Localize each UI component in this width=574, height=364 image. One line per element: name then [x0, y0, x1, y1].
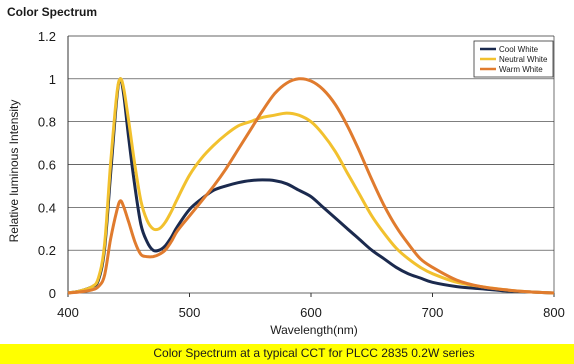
legend-label-cool-white: Cool White — [499, 45, 539, 54]
y-tick-label-3: 0.6 — [38, 158, 56, 173]
series-line-warm-white — [67, 77, 555, 295]
legend-label-neutral-white: Neutral White — [499, 55, 548, 64]
x-tick-label-1: 500 — [179, 305, 201, 320]
series-line-cool-white — [67, 77, 555, 295]
series-lines — [67, 77, 555, 295]
y-tick-label-4: 0.8 — [38, 115, 56, 130]
x-tick-label-0: 400 — [57, 305, 79, 320]
series-line-neutral-white — [67, 77, 555, 295]
legend-label-warm-white: Warm White — [499, 65, 543, 74]
caption: Color Spectrum at a typical CCT for PLCC… — [153, 346, 474, 360]
x-tick-labels: 400 500 600 700 800 — [57, 305, 565, 320]
x-tick-label-2: 600 — [300, 305, 322, 320]
y-tick-label-2: 0.4 — [38, 200, 56, 215]
y-tick-label-0: 0 — [49, 286, 56, 301]
chart-title: Color Spectrum — [7, 5, 97, 19]
y-tick-label-1: 0.2 — [38, 243, 56, 258]
y-tick-labels: 0 0.2 0.4 0.6 0.8 1 1.2 — [38, 29, 56, 301]
x-axis-label: Wavelength(nm) — [270, 323, 358, 337]
x-tick-label-4: 800 — [543, 305, 565, 320]
caption-highlight — [0, 344, 574, 364]
x-tick-label-3: 700 — [422, 305, 444, 320]
y-axis-label: Relative luminous Intensity — [7, 100, 21, 243]
axes — [67, 36, 555, 297]
y-tick-label-6: 1.2 — [38, 29, 56, 44]
y-tick-label-5: 1 — [49, 72, 56, 87]
